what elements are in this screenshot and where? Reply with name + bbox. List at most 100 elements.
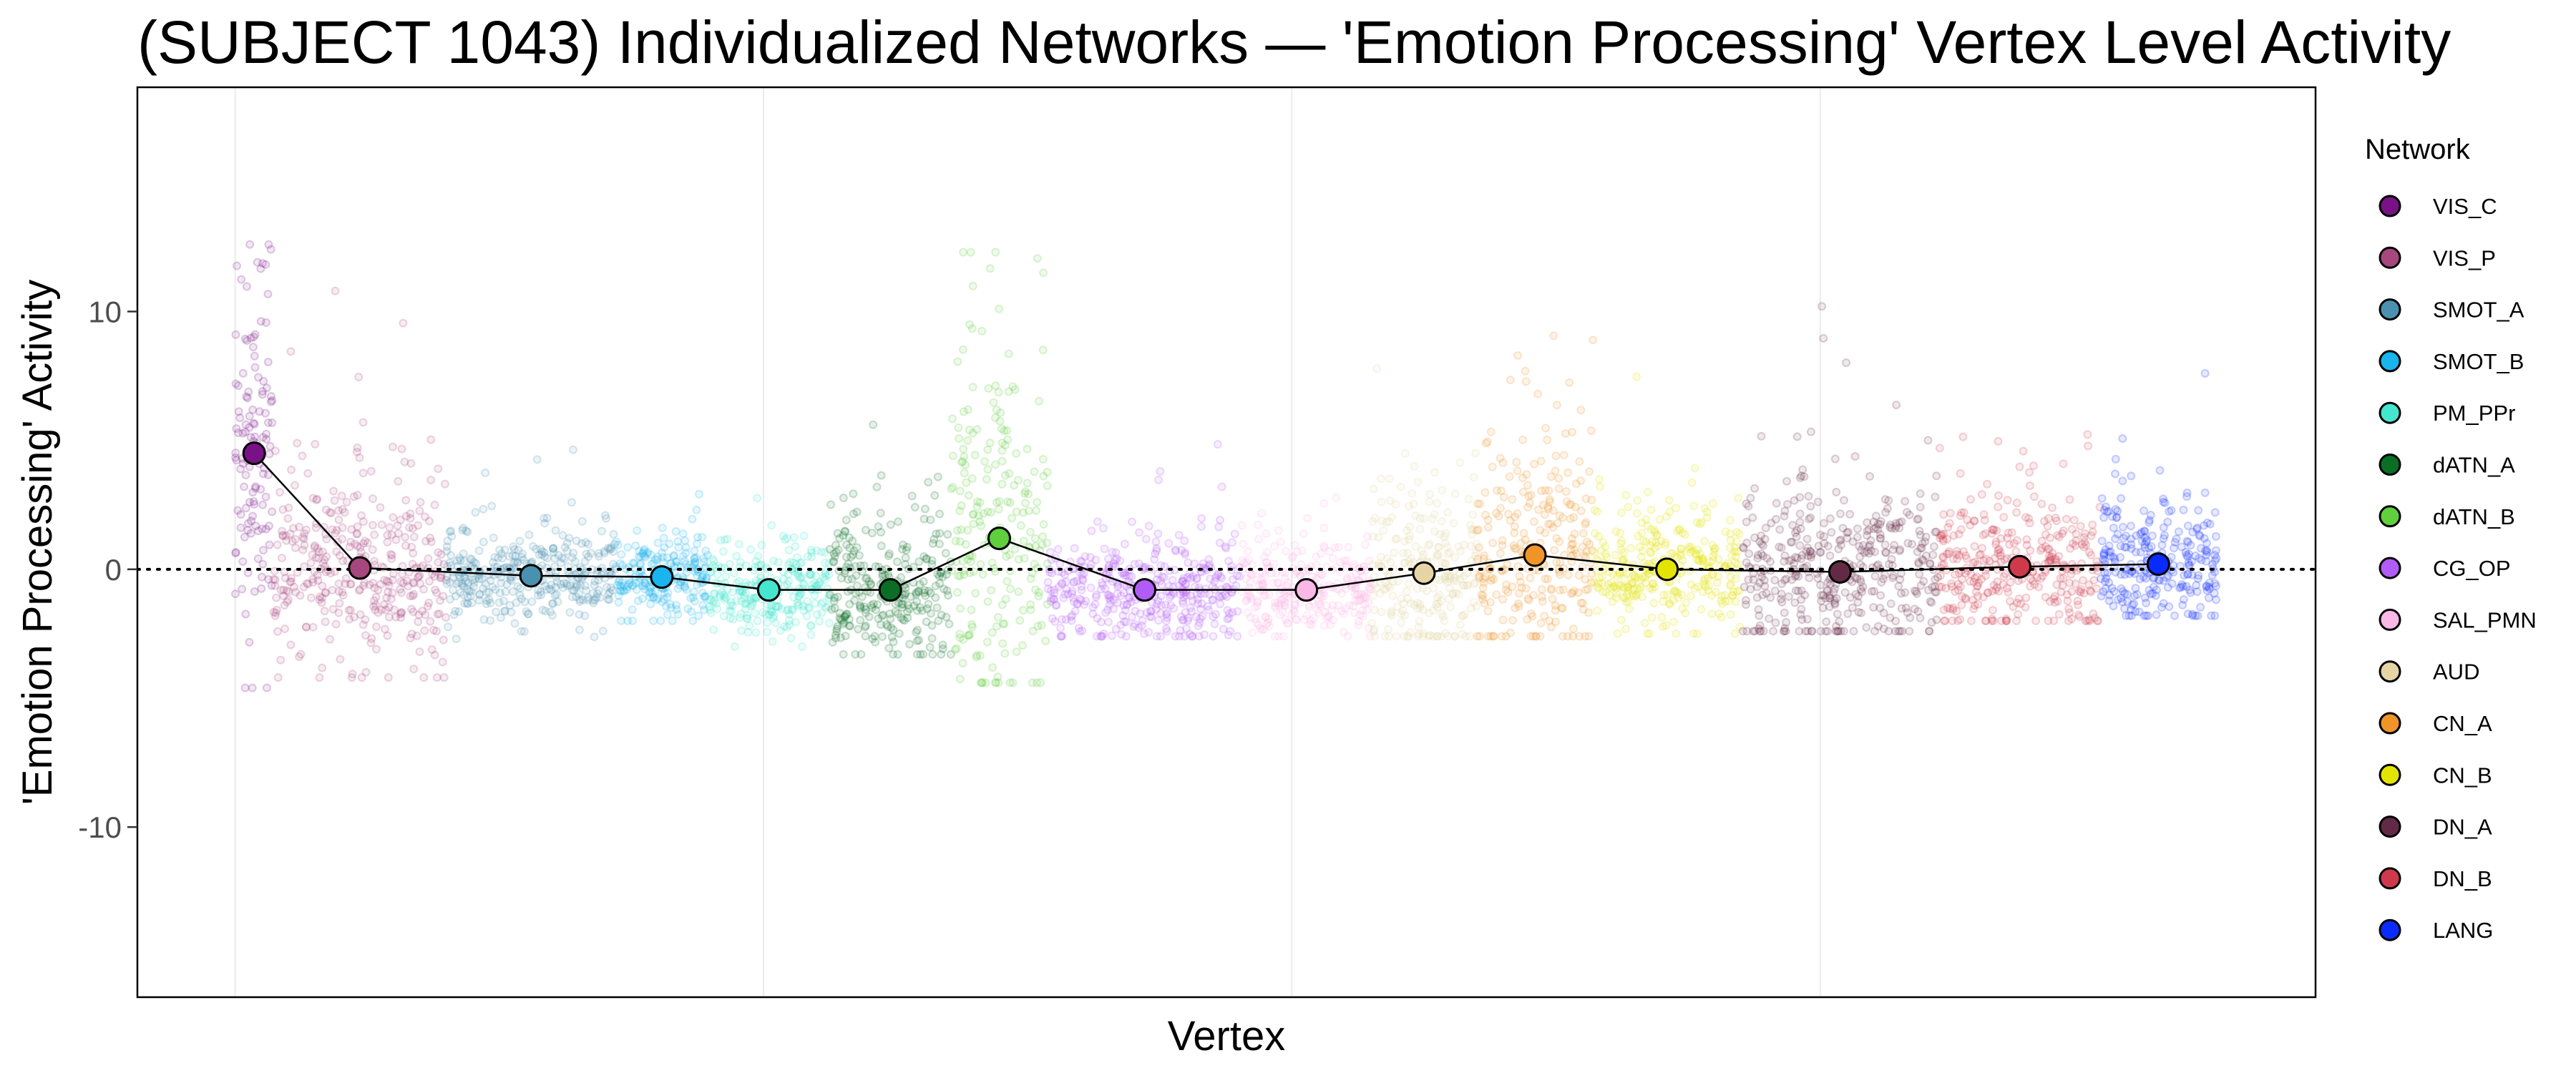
vertex-point-vis_c xyxy=(234,407,243,416)
vertex-point-smot_a xyxy=(548,599,557,608)
vertex-point-cg_op xyxy=(1125,572,1134,581)
vertex-point-vis_p xyxy=(359,581,369,590)
vertex-point-datn_a xyxy=(868,603,877,612)
vertex-point-sal_pmn xyxy=(1276,537,1285,547)
vertex-point-datn_a xyxy=(874,614,883,623)
vertex-point-vis_c xyxy=(231,549,240,558)
vertex-point-vis_p xyxy=(349,492,358,501)
vertex-point-cn_a xyxy=(1581,518,1591,527)
vertex-point-dn_a xyxy=(1877,577,1886,587)
vertex-point-pm_ppr xyxy=(821,572,831,581)
vertex-point-cg_op xyxy=(1141,562,1150,572)
vertex-point-smot_a xyxy=(538,605,547,614)
vertex-point-dn_a xyxy=(1827,528,1836,537)
vertex-point-pm_ppr xyxy=(750,563,759,572)
vertex-point-datn_b xyxy=(995,304,1004,313)
vertex-point-smot_b xyxy=(701,547,711,556)
vertex-point-cg_op xyxy=(1171,547,1181,556)
vertex-point-datn_a xyxy=(919,588,929,597)
vertex-point-cg_op xyxy=(1121,568,1130,577)
vertex-point-cg_op xyxy=(1134,623,1143,632)
vertex-point-smot_a xyxy=(500,545,509,554)
vertex-point-cn_a xyxy=(1488,462,1497,471)
vertex-point-vis_c xyxy=(267,581,276,590)
vertex-point-dn_a xyxy=(1896,589,1906,598)
vertex-point-vis_p xyxy=(318,559,328,568)
vertex-point-cg_op xyxy=(1224,609,1234,618)
vertex-point-sal_pmn xyxy=(1269,579,1278,588)
vertex-point-datn_a xyxy=(864,612,874,622)
vertex-point-cn_a xyxy=(1473,499,1483,509)
vertex-point-smot_a xyxy=(541,607,550,616)
vertex-point-smot_b xyxy=(617,616,626,625)
vertex-point-pm_ppr xyxy=(786,557,795,567)
vertex-point-pm_ppr xyxy=(791,560,801,569)
vertex-point-cg_op xyxy=(1209,632,1218,641)
vertex-point-vis_p xyxy=(409,549,418,558)
vertex-point-cg_op xyxy=(1060,570,1070,579)
vertex-point-datn_b xyxy=(1039,519,1048,529)
vertex-point-datn_a xyxy=(912,597,922,606)
vertex-point-lang xyxy=(2200,488,2210,497)
vertex-point-sal_pmn xyxy=(1312,560,1321,569)
vertex-point-smot_a xyxy=(553,597,562,607)
vertex-point-cn_b xyxy=(1680,530,1689,539)
vertex-point-dn_a xyxy=(1917,544,1926,553)
vertex-point-lang xyxy=(2179,505,2188,514)
vertex-point-vis_p xyxy=(328,525,337,534)
vertex-point-cn_b xyxy=(1638,546,1647,555)
vertex-point-cg_op xyxy=(1181,591,1191,600)
vertex-point-cn_b xyxy=(1623,590,1632,599)
x-axis-title: Vertex xyxy=(1168,1013,1285,1059)
vertex-point-dn_a xyxy=(1886,599,1896,608)
vertex-point-smot_a xyxy=(600,549,609,558)
vertex-point-datn_a xyxy=(893,557,902,567)
vertex-point-aud xyxy=(1388,591,1397,600)
vertex-point-smot_b xyxy=(691,557,700,567)
vertex-point-datn_a xyxy=(831,548,841,557)
vertex-point-vis_p xyxy=(386,594,396,604)
vertex-point-smot_b xyxy=(644,587,653,597)
vertex-point-smot_b xyxy=(646,550,655,559)
vertex-point-cg_op xyxy=(1049,594,1058,604)
vertex-point-pm_ppr xyxy=(810,579,819,588)
vertex-point-vis_p xyxy=(331,619,341,629)
vertex-point-dn_a xyxy=(1818,302,1827,311)
vertex-point-smot_b xyxy=(688,616,698,625)
vertex-point-aud xyxy=(1456,547,1465,556)
vertex-point-datn_b xyxy=(1039,471,1048,481)
vertex-point-pm_ppr xyxy=(806,621,816,630)
vertex-point-cg_op xyxy=(1062,584,1071,594)
vertex-point-cg_op xyxy=(1166,590,1176,599)
vertex-point-lang xyxy=(2140,506,2149,516)
vertex-point-cg_op xyxy=(1127,612,1136,622)
vertex-point-vis_c xyxy=(261,318,270,327)
vertex-point-pm_ppr xyxy=(725,559,734,569)
vertex-point-vis_p xyxy=(303,579,313,589)
vertex-point-datn_b xyxy=(955,537,965,547)
vertex-point-datn_b xyxy=(959,248,968,257)
vertex-point-datn_b xyxy=(1025,600,1035,609)
vertex-point-smot_a xyxy=(452,579,462,588)
vertex-point-lang xyxy=(2184,561,2193,570)
vertex-point-sal_pmn xyxy=(1290,607,1299,617)
vertex-point-cg_op xyxy=(1121,617,1131,627)
vertex-point-dn_b xyxy=(2006,597,2015,606)
vertex-point-vis_p xyxy=(302,579,311,588)
vertex-point-datn_a xyxy=(899,616,909,625)
vertex-point-datn_a xyxy=(832,624,841,634)
vertex-point-cg_op xyxy=(1126,597,1136,607)
vertex-point-cg_op xyxy=(1049,594,1058,604)
vertex-point-vis_p xyxy=(313,544,322,553)
vertex-point-sal_pmn xyxy=(1339,609,1348,619)
vertex-point-smot_b xyxy=(673,609,683,619)
vertex-point-cn_b xyxy=(1697,518,1707,527)
vertex-point-vis_p xyxy=(380,575,389,584)
vertex-point-smot_b xyxy=(628,581,637,590)
vertex-point-smot_b xyxy=(665,539,674,549)
vertex-point-datn_b xyxy=(955,571,965,580)
vertex-point-cg_op xyxy=(1122,600,1131,609)
vertex-point-vis_c xyxy=(264,240,273,249)
vertex-point-vis_p xyxy=(334,587,343,596)
vertex-point-cg_op xyxy=(1073,599,1082,609)
